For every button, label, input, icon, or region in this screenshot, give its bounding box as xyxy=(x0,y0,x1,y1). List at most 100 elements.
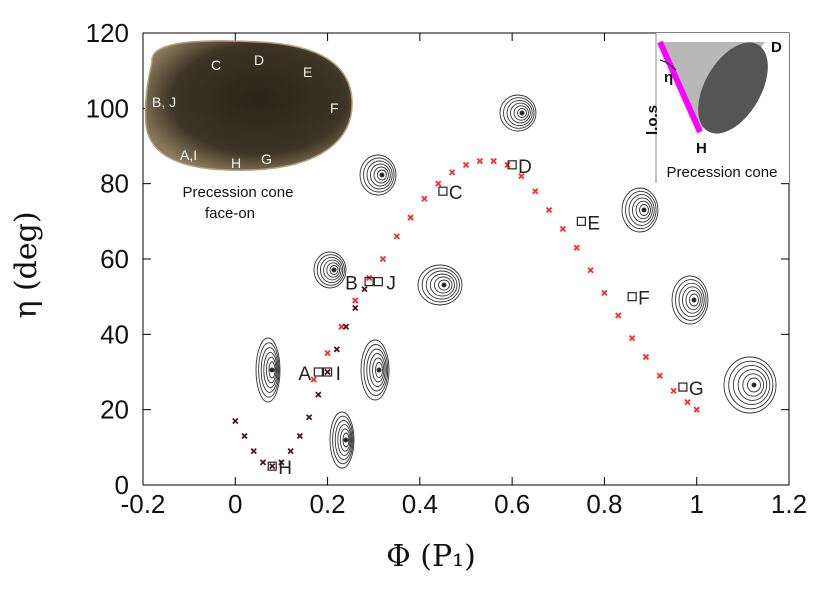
data-point xyxy=(518,172,525,180)
cone-label-eta: η xyxy=(664,69,673,86)
data-point xyxy=(573,244,580,251)
labeled-point-marker xyxy=(576,216,586,226)
y-tick-label: 120 xyxy=(86,18,129,48)
data-point xyxy=(490,157,497,165)
labeled-point-marker xyxy=(322,367,333,377)
contour-blob xyxy=(255,337,281,403)
data-point xyxy=(342,323,350,330)
labeled-point-marker xyxy=(438,186,448,196)
data-point xyxy=(315,391,322,398)
contour-blob xyxy=(417,264,463,306)
labeled-point-label: E xyxy=(587,213,600,234)
y-tick-label: 20 xyxy=(100,395,129,425)
data-point xyxy=(462,161,470,168)
data-point xyxy=(559,225,567,233)
contour-blob xyxy=(360,339,390,401)
y-tick-label: 40 xyxy=(100,319,129,349)
labeled-point-label: H xyxy=(278,458,292,479)
data-point xyxy=(269,463,276,470)
data-point xyxy=(615,312,622,319)
y-tick-label: 80 xyxy=(100,169,129,199)
data-series xyxy=(232,157,700,470)
photo-label-e: E xyxy=(303,64,312,80)
labeled-point-label: I xyxy=(336,364,341,385)
data-point xyxy=(587,267,594,274)
eta-arc xyxy=(659,59,677,71)
data-point xyxy=(435,180,442,187)
data-point xyxy=(449,169,456,176)
cone-label-h: H xyxy=(696,140,707,157)
contour-blob xyxy=(621,187,659,233)
x-tick-label: 1.2 xyxy=(771,489,807,519)
data-point xyxy=(693,406,700,413)
labeled-point-label: C xyxy=(449,183,463,204)
x-axis-title: Φ (P₁) xyxy=(386,539,476,574)
data-point xyxy=(278,459,285,466)
data-point xyxy=(393,233,400,240)
data-point xyxy=(421,195,428,202)
inset-photo: C D E F B, J A,I H G Precession cone fac… xyxy=(144,40,353,222)
photo-caption-line2: face-on xyxy=(205,205,255,222)
x-tick-label: 0.4 xyxy=(402,489,438,519)
data-point xyxy=(250,447,257,455)
photo-label-bj: B, J xyxy=(152,94,176,110)
contour-blob xyxy=(329,411,355,469)
cone-label-d: D xyxy=(771,39,782,56)
labeled-point-marker xyxy=(313,367,323,377)
y-axis-title: η (deg) xyxy=(9,211,44,318)
data-point xyxy=(545,206,553,214)
cone-dark xyxy=(698,42,768,134)
photo-label-g: G xyxy=(261,151,272,167)
data-point xyxy=(259,459,267,466)
contour-blob xyxy=(723,356,777,414)
labeled-point-label: F xyxy=(638,289,650,310)
cone-caption: Precession cone xyxy=(667,164,778,181)
x-tick-label: 0 xyxy=(228,489,242,519)
data-point xyxy=(352,297,359,304)
cone-label-los: l.o.s xyxy=(644,105,661,135)
data-point xyxy=(232,417,239,425)
data-point xyxy=(338,323,345,330)
labeled-point-label: G xyxy=(689,379,704,400)
data-point xyxy=(361,285,368,293)
x-tick-label: 1 xyxy=(689,489,703,519)
labeled-point-marker xyxy=(267,461,277,471)
labeled-point-marker xyxy=(507,160,517,170)
data-point xyxy=(628,334,636,342)
x-tick-label: 0.2 xyxy=(309,489,345,519)
data-point xyxy=(287,447,294,455)
contour-blob xyxy=(499,94,537,132)
photo-label-d: D xyxy=(254,52,264,68)
data-point xyxy=(684,398,691,406)
labeled-point-label: B xyxy=(345,274,358,295)
labeled-point-label: A xyxy=(298,364,311,385)
data-point xyxy=(324,368,331,376)
photo-caption-line1: Precession cone xyxy=(183,184,294,201)
labeled-point-marker xyxy=(373,277,383,287)
data-point xyxy=(310,376,317,383)
los-line xyxy=(657,40,703,134)
photo-label-c: C xyxy=(211,57,221,73)
data-point xyxy=(642,353,650,361)
data-point xyxy=(241,432,248,440)
y-tick-label: 60 xyxy=(100,244,129,274)
data-point xyxy=(296,432,304,440)
x-tick-label: 0.8 xyxy=(586,489,622,519)
photo-label-ai: A,I xyxy=(180,147,197,163)
labeled-points: A I B J C D E F G H xyxy=(267,157,704,479)
labeled-point-marker xyxy=(364,277,374,287)
data-point xyxy=(656,372,663,379)
inset-cone-diagram: D H η l.o.s Precession cone xyxy=(644,33,789,183)
contour-blob xyxy=(671,275,709,325)
contour-blob xyxy=(313,251,347,289)
data-point xyxy=(504,161,511,168)
data-point xyxy=(670,387,677,394)
labeled-point-label: J xyxy=(386,274,396,295)
data-point xyxy=(476,157,483,165)
photo-label-f: F xyxy=(330,100,339,116)
cone-photo xyxy=(144,40,353,171)
labeled-point-marker xyxy=(678,382,688,392)
data-point xyxy=(601,289,608,297)
